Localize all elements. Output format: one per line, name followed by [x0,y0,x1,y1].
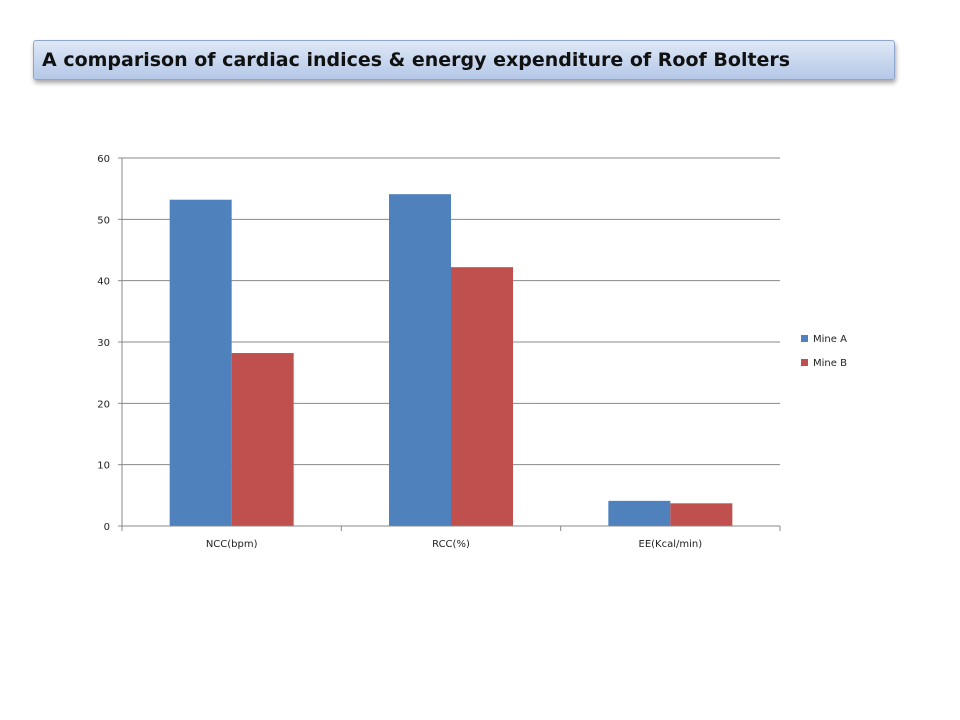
x-tick-label: NCC(bpm) [206,539,258,550]
bar-mine-a-2 [389,194,451,527]
legend: Mine A Mine B [801,334,847,369]
y-tick-labels: 0 10 20 30 40 50 60 [97,154,110,533]
legend-swatch [801,335,808,342]
y-tick-label: 60 [97,154,110,165]
bar-mine-b-3 [670,503,733,526]
bar-mine-b-1 [231,353,294,526]
legend-label: Mine A [813,334,847,345]
y-tick-label: 20 [97,399,110,410]
y-tick-label: 0 [104,522,110,533]
legend-swatch [801,359,808,366]
title-banner: A comparison of cardiac indices & energy… [33,40,895,80]
bar-mine-b-2 [451,267,513,526]
bar-mine-a-1 [169,199,232,526]
bar-mine-a-3 [608,500,671,526]
bars [169,194,733,527]
x-tick-label: EE(Kcal/min) [639,539,703,550]
y-tick-label: 40 [97,277,110,288]
x-tick-label: RCC(%) [432,539,470,550]
page-title: A comparison of cardiac indices & energy… [42,49,791,71]
y-tick-label: 50 [97,215,110,226]
y-tick-label: 30 [97,338,110,349]
axes [118,157,781,531]
legend-label: Mine B [813,358,847,369]
y-tick-label: 10 [97,461,110,472]
x-tick-labels: NCC(bpm) RCC(%) EE(Kcal/min) [206,539,702,550]
